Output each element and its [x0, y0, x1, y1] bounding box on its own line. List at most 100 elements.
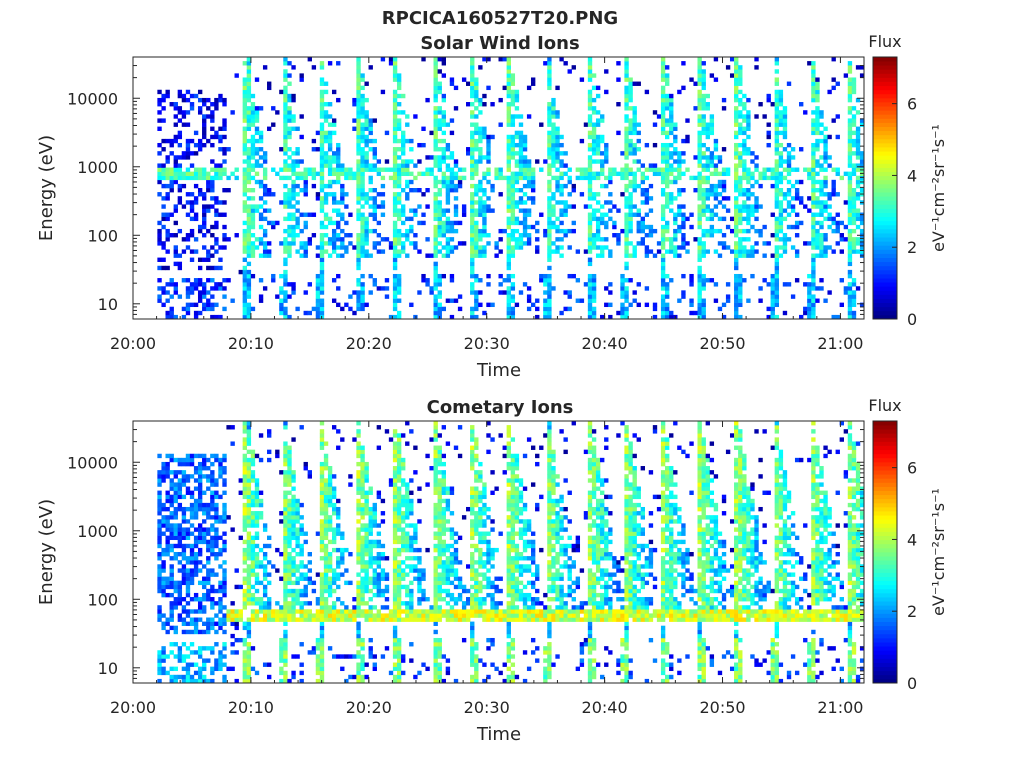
- heatmap-cell: [319, 97, 325, 103]
- heatmap-cell: [340, 228, 345, 234]
- heatmap-cell: [291, 560, 296, 565]
- heatmap-cell: [344, 302, 349, 308]
- heatmap-cell: [185, 674, 191, 680]
- heatmap-cell: [701, 188, 706, 193]
- heatmap-cell: [193, 314, 199, 320]
- heatmap-cell: [815, 212, 820, 217]
- heatmap-cell: [319, 265, 325, 271]
- heatmap-cell: [559, 175, 564, 181]
- heatmap-cell: [681, 138, 686, 144]
- heatmap-cell: [758, 233, 763, 238]
- heatmap-cell: [665, 106, 670, 111]
- heatmap-cell: [665, 192, 670, 197]
- heatmap-cell: [697, 212, 702, 217]
- heatmap-cell: [315, 609, 321, 614]
- heatmap-cell: [287, 478, 292, 483]
- heatmap-cell: [600, 118, 605, 123]
- heatmap-cell: [421, 220, 426, 226]
- heatmap-cell: [725, 171, 731, 177]
- heatmap-cell: [486, 159, 491, 164]
- heatmap-cell: [579, 175, 585, 181]
- heatmap-cell: [193, 151, 199, 156]
- heatmap-cell: [165, 237, 170, 242]
- heatmap-cell: [169, 523, 174, 528]
- heatmap-cell: [855, 151, 861, 156]
- heatmap-cell: [218, 286, 223, 291]
- heatmap-cell: [173, 204, 178, 209]
- heatmap-cell: [173, 245, 178, 250]
- heatmap-cell: [851, 290, 857, 295]
- heatmap-cell: [189, 453, 195, 459]
- heatmap-cell: [774, 200, 780, 205]
- heatmap-cell: [591, 147, 597, 152]
- heatmap-cell: [368, 147, 373, 152]
- heatmap-cell: [697, 306, 702, 312]
- heatmap-cell: [514, 93, 520, 99]
- heatmap-cell: [206, 290, 211, 295]
- heatmap-cell: [299, 613, 304, 618]
- heatmap-cell: [157, 617, 162, 622]
- heatmap-cell: [827, 204, 832, 209]
- heatmap-cell: [283, 314, 288, 320]
- heatmap-cell: [185, 527, 191, 532]
- heatmap-cell: [669, 130, 674, 136]
- heatmap-cell: [701, 93, 706, 99]
- heatmap-cell: [526, 171, 532, 177]
- heatmap-cell: [242, 200, 248, 205]
- heatmap-cell: [295, 568, 300, 573]
- heatmap-cell: [632, 151, 637, 156]
- heatmap-cell: [165, 552, 170, 557]
- heatmap-cell: [392, 298, 398, 303]
- heatmap-cell: [177, 588, 183, 594]
- heatmap-cell: [734, 306, 739, 312]
- heatmap-cell: [242, 511, 248, 516]
- heatmap-cell: [169, 171, 174, 177]
- heatmap-cell: [157, 519, 162, 524]
- heatmap-cell: [287, 453, 292, 459]
- heatmap-cell: [807, 310, 812, 316]
- heatmap-cell: [344, 192, 349, 197]
- heatmap-cell: [242, 204, 248, 209]
- heatmap-cell: [267, 597, 272, 602]
- heatmap-cell: [474, 224, 479, 230]
- heatmap-cell: [392, 69, 398, 74]
- heatmap-cell: [169, 511, 174, 516]
- heatmap-cell: [470, 175, 475, 181]
- heatmap-cell: [510, 286, 516, 291]
- heatmap-cell: [470, 310, 475, 316]
- heatmap-cell: [835, 241, 840, 246]
- heatmap-cell: [567, 192, 572, 197]
- heatmap-cell: [214, 220, 219, 226]
- heatmap-cell: [319, 188, 325, 193]
- heatmap-cell: [262, 564, 268, 569]
- heatmap-cell: [608, 314, 613, 320]
- x-tick-label: 20:30: [464, 334, 510, 353]
- heatmap-cell: [246, 106, 252, 111]
- heatmap-cell: [157, 102, 162, 107]
- heatmap-cell: [811, 93, 816, 99]
- heatmap-cell: [526, 298, 532, 303]
- heatmap-cell: [794, 233, 800, 238]
- heatmap-cell: [660, 159, 666, 164]
- heatmap-cell: [677, 167, 682, 172]
- heatmap-cell: [636, 212, 641, 217]
- colorbar-segment: [873, 278, 897, 283]
- heatmap-cell: [660, 61, 666, 66]
- heatmap-cell: [738, 122, 743, 127]
- heatmap-cell: [835, 192, 840, 197]
- heatmap-cell: [165, 93, 170, 99]
- heatmap-cell: [575, 249, 581, 254]
- heatmap-cell: [364, 151, 369, 156]
- heatmap-cell: [713, 249, 719, 254]
- heatmap-cell: [510, 249, 516, 254]
- heatmap-cell: [766, 175, 771, 181]
- heatmap-cell: [628, 220, 633, 226]
- heatmap-cell: [636, 228, 641, 234]
- heatmap-cell: [555, 85, 560, 91]
- heatmap-cell: [738, 192, 743, 197]
- heatmap-cell: [510, 216, 516, 222]
- heatmap-cell: [811, 183, 816, 189]
- heatmap-cell: [449, 183, 455, 189]
- heatmap-cell: [157, 233, 162, 238]
- heatmap-cell: [250, 114, 256, 119]
